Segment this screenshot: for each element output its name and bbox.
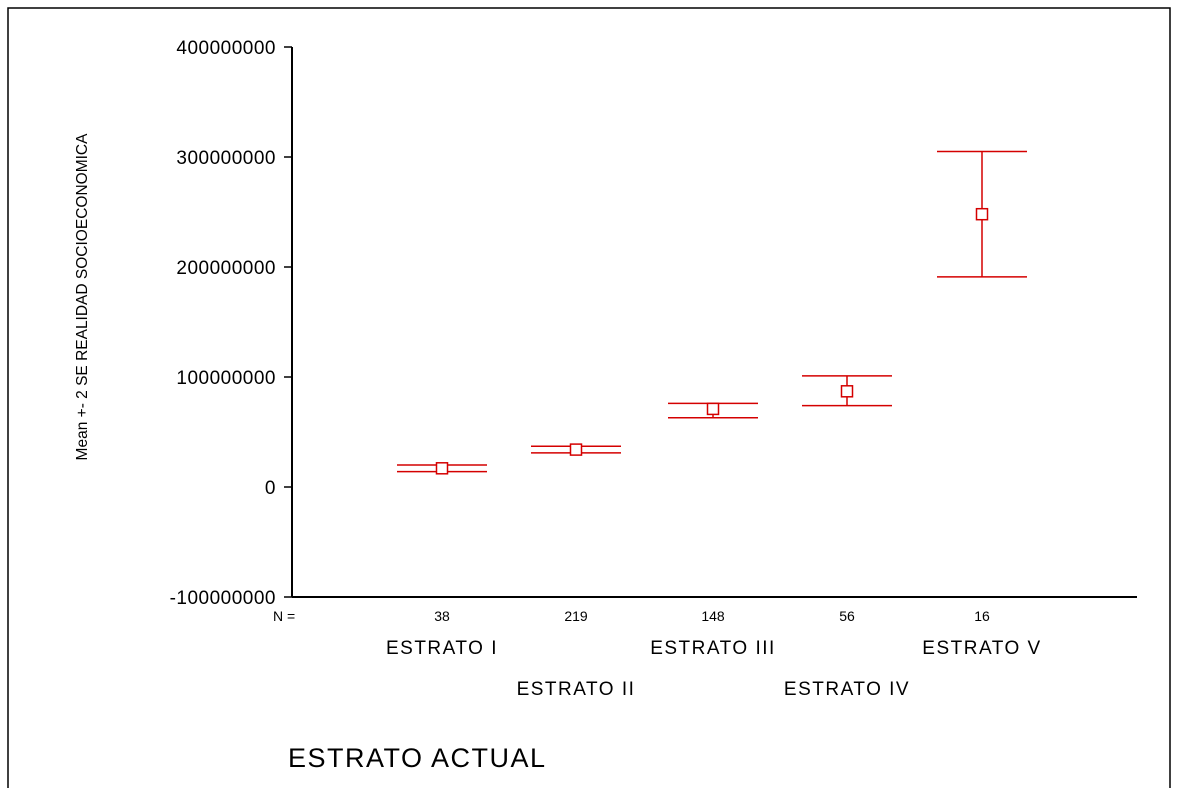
mean-marker bbox=[706, 402, 720, 416]
y-axis-label: Mean +- 2 SE REALIDAD SOCIOECONOMICA bbox=[74, 133, 91, 461]
y-ticks: 400000000 300000000 200000000 100000000 0 -10… bbox=[170, 38, 292, 609]
category-labels: ESTRATO I ESTRATO II ESTRATO III ESTRATO IV… bbox=[386, 638, 1041, 700]
category-label: ESTRATO IV bbox=[784, 679, 910, 700]
error-bar-4 bbox=[802, 375, 892, 407]
category-label: ESTRATO II bbox=[517, 679, 636, 700]
y-tick-label: 0 bbox=[265, 478, 276, 499]
y-tick-label: 300000000 bbox=[176, 148, 276, 169]
n-value-label: 56 bbox=[839, 608, 855, 624]
n-equals-label: N = bbox=[273, 608, 295, 624]
y-tick-label: 400000000 bbox=[176, 38, 276, 59]
axes bbox=[291, 47, 1137, 598]
n-value-label: 16 bbox=[974, 608, 990, 624]
x-axis-label: ESTRATO ACTUAL bbox=[288, 743, 547, 773]
y-tick-label: -100000000 bbox=[170, 588, 276, 609]
category-label: ESTRATO V bbox=[922, 638, 1041, 659]
error-bar-3 bbox=[668, 402, 758, 419]
error-bar-2 bbox=[531, 443, 621, 456]
n-value-label: 38 bbox=[434, 608, 450, 624]
n-labels: N = 38 219 148 56 16 bbox=[273, 608, 990, 624]
mean-marker bbox=[840, 385, 854, 398]
mean-marker bbox=[435, 462, 449, 475]
n-value-label: 148 bbox=[701, 608, 725, 624]
category-label: ESTRATO III bbox=[650, 638, 776, 659]
category-label: ESTRATO I bbox=[386, 638, 498, 659]
error-bar-1 bbox=[397, 462, 487, 475]
y-tick-label: 200000000 bbox=[176, 258, 276, 279]
y-tick-label: 100000000 bbox=[176, 368, 276, 389]
mean-marker bbox=[975, 207, 989, 221]
n-value-label: 219 bbox=[564, 608, 588, 624]
error-bars bbox=[397, 150, 1027, 475]
outer-border bbox=[7, 7, 1171, 793]
mean-marker bbox=[569, 443, 583, 456]
error-bar-5 bbox=[937, 150, 1027, 278]
